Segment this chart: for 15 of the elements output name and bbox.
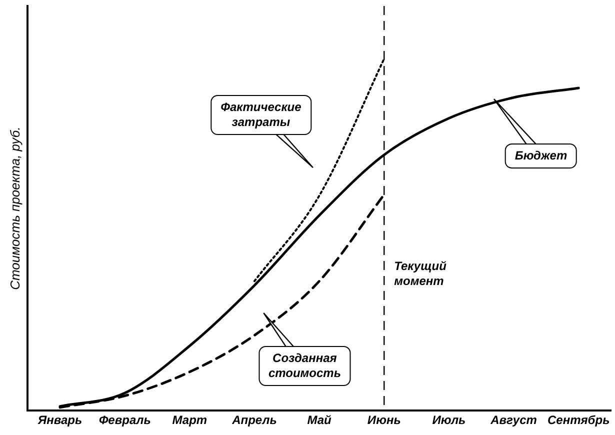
x-tick-label: Сентябрь <box>547 413 610 428</box>
x-tick-label: Июнь <box>367 413 401 428</box>
y-axis-title: Стоимость проекта, руб. <box>7 126 22 290</box>
x-tick-label: Август <box>490 413 538 428</box>
annotation: Созданная стоимость <box>258 346 351 386</box>
annotation: Бюджет <box>504 143 578 168</box>
annotation: Фактические затраты <box>210 95 312 136</box>
x-tick-label: Апрель <box>231 413 277 428</box>
x-tick-label: Май <box>307 413 332 428</box>
x-tick-label: Февраль <box>98 413 151 428</box>
x-tick-label: Июль <box>432 413 466 428</box>
speech-bubble: Бюджет <box>494 99 577 168</box>
x-tick-label: Март <box>172 413 208 428</box>
x-tick-label: Январь <box>36 413 82 428</box>
ref-line-label: Текущий момент <box>394 259 448 288</box>
